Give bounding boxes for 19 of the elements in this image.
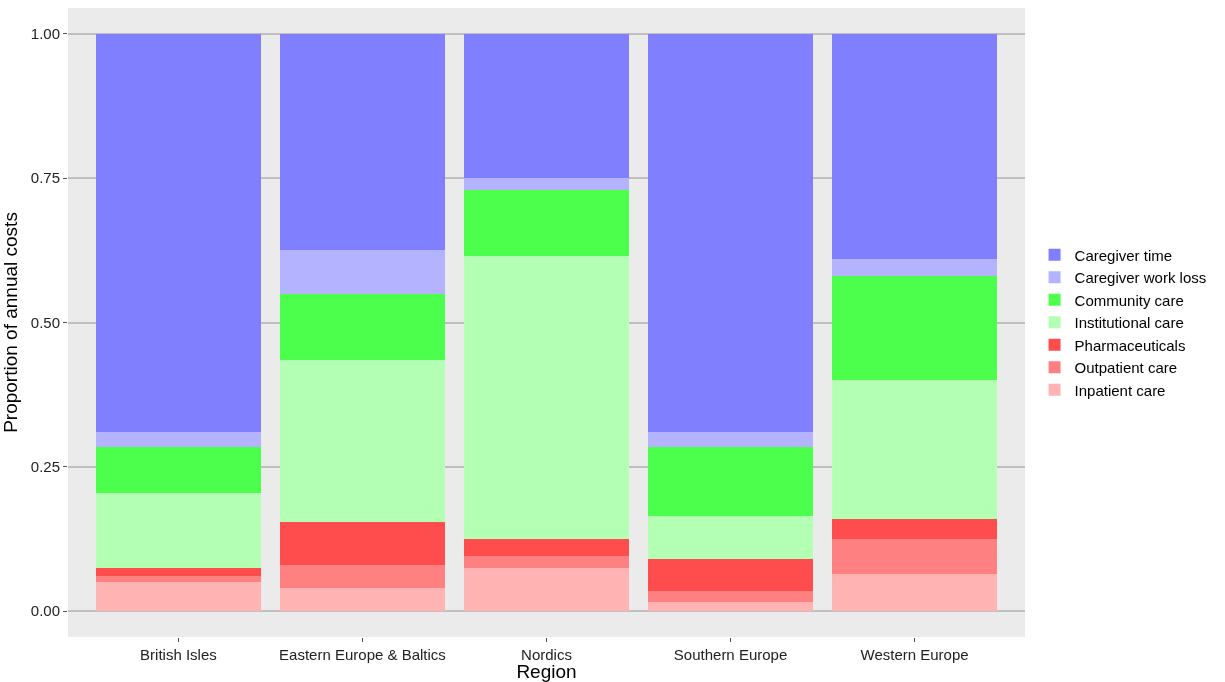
y-axis-title: Proportion of annual costs (0, 212, 21, 433)
y-tick-label: 0.00 (30, 602, 60, 620)
legend-label: Caregiver work loss (1074, 269, 1207, 287)
legend-label: Inpatient care (1074, 381, 1166, 399)
legend-label: Community care (1074, 291, 1184, 309)
x-axis-title: Region (516, 661, 577, 682)
x-tick-label: Nordics (521, 646, 572, 663)
legend-label: Caregiver time (1074, 246, 1173, 264)
y-tick-label: 0.50 (30, 313, 60, 331)
legend-label: Pharmaceuticals (1074, 336, 1186, 354)
y-tick-label: 0.75 (30, 169, 60, 187)
x-tick-label: Western Europe (860, 646, 969, 663)
x-tick-label: Southern Europe (673, 646, 788, 663)
x-tick-label: British Isles (140, 646, 217, 663)
legend-label: Institutional care (1074, 314, 1184, 332)
y-tick-label: 0.25 (30, 458, 60, 476)
legend-label: Outpatient care (1074, 359, 1178, 377)
y-tick-label: 1.00 (30, 25, 60, 43)
x-tick-label: Eastern Europe & Baltics (279, 646, 446, 663)
